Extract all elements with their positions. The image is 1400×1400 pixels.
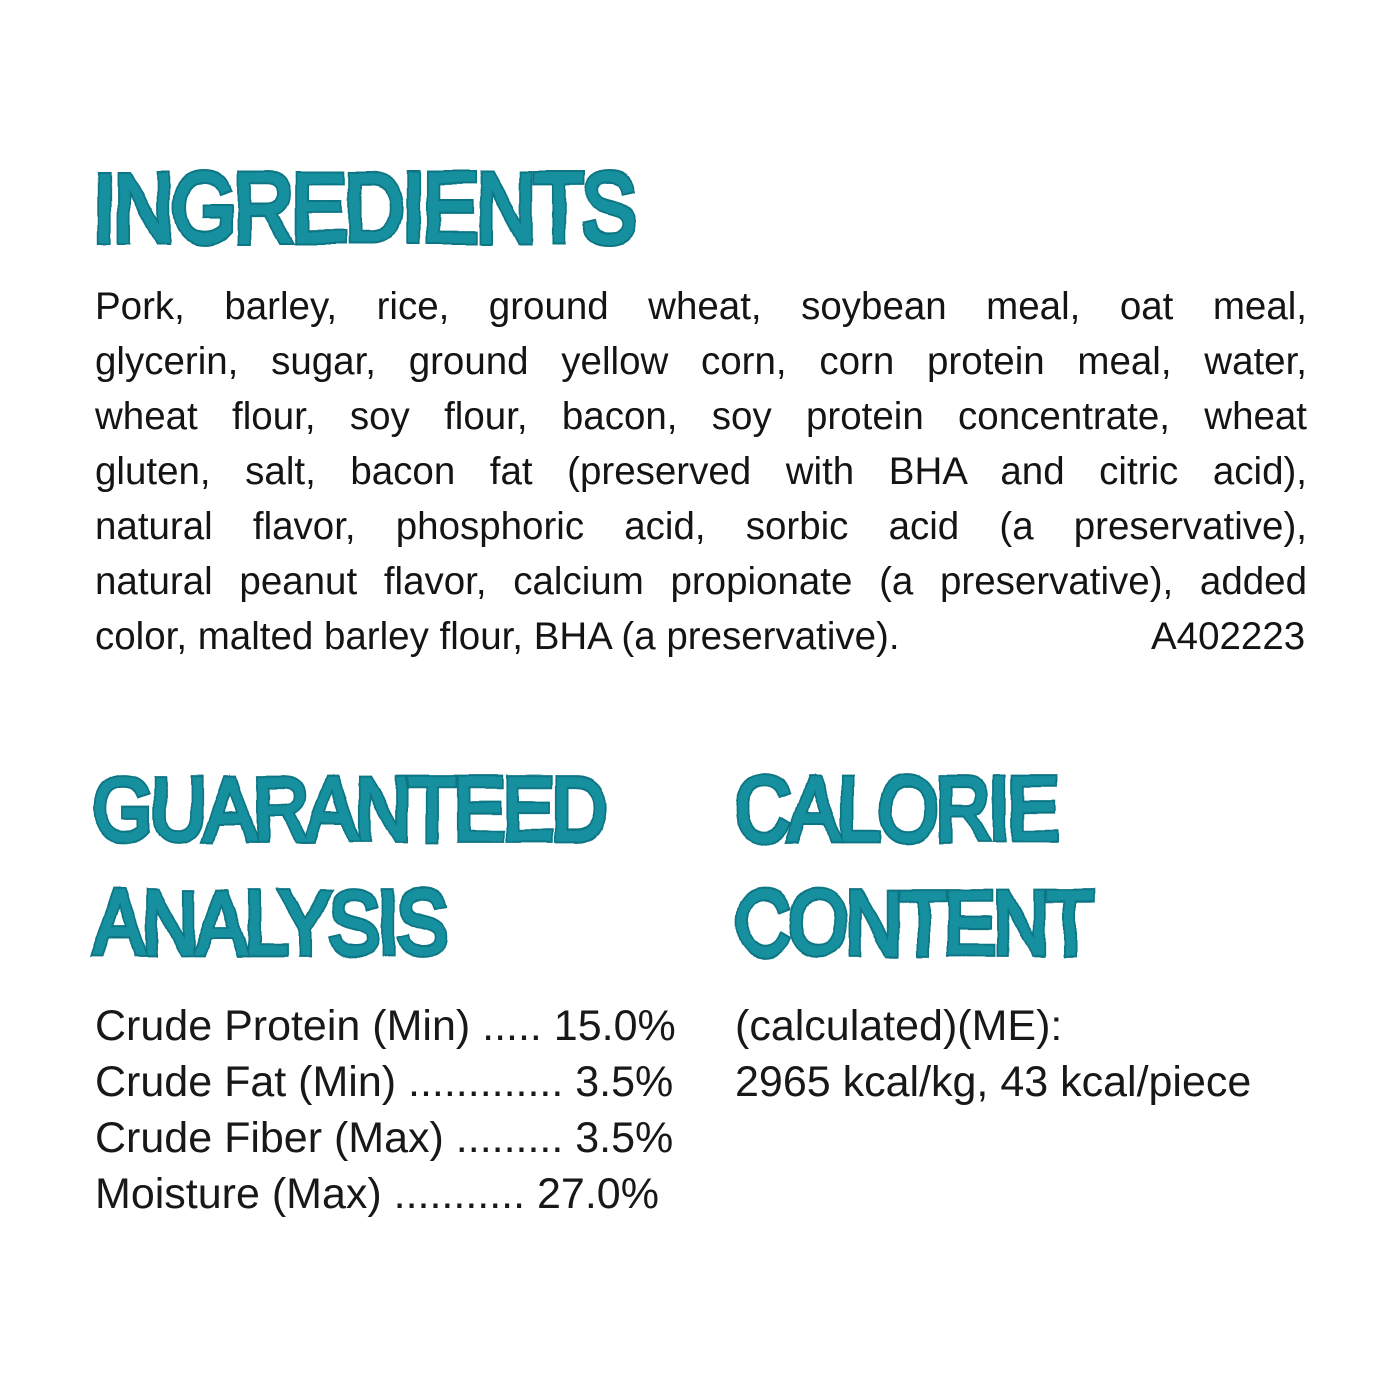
svg-text:CALORIE: CALORIE — [735, 759, 1057, 860]
svg-text:CONTENT: CONTENT — [735, 873, 1093, 974]
svg-text:GUARANTEED: GUARANTEED — [93, 759, 605, 860]
svg-text:INGREDIENTS: INGREDIENTS — [93, 154, 635, 262]
svg-text:ANALYSIS: ANALYSIS — [91, 873, 446, 974]
